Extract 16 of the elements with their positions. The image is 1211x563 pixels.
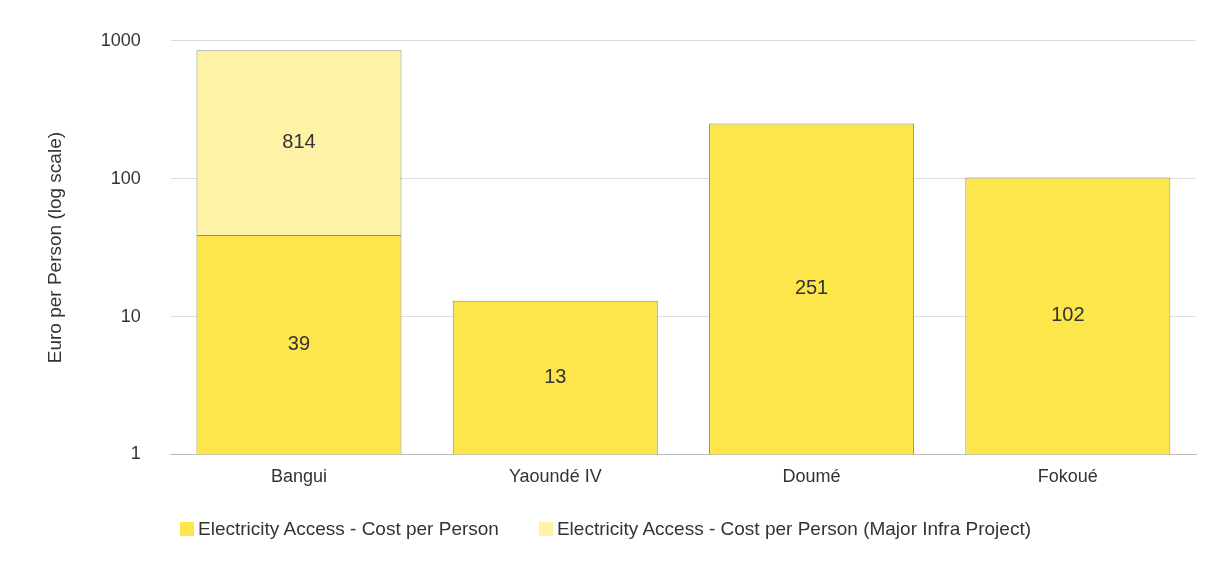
y-tick-label: 1	[130, 443, 141, 464]
y-tick-label: 10	[120, 305, 141, 326]
x-tick-label: Yaoundé IV	[508, 466, 602, 487]
data-label: 102	[1051, 303, 1085, 326]
y-tick-label: 100	[110, 167, 141, 188]
x-tick-label: Doumé	[782, 466, 841, 487]
data-label: 13	[544, 365, 567, 388]
data-label: 251	[794, 276, 829, 299]
data-label: 39	[287, 332, 311, 355]
legend-label: Electricity Access - Cost per Person	[197, 518, 499, 540]
x-tick-label: Bangui	[270, 466, 328, 487]
legend-label: Electricity Access - Cost per Person (Major Infra Project)	[556, 518, 1032, 540]
data-label: 814	[282, 130, 316, 153]
x-tick-label: Fokoué	[1037, 466, 1098, 487]
y-tick-label: 1000	[100, 29, 141, 50]
y-axis-title: Euro per Person (log scale)	[43, 131, 65, 364]
